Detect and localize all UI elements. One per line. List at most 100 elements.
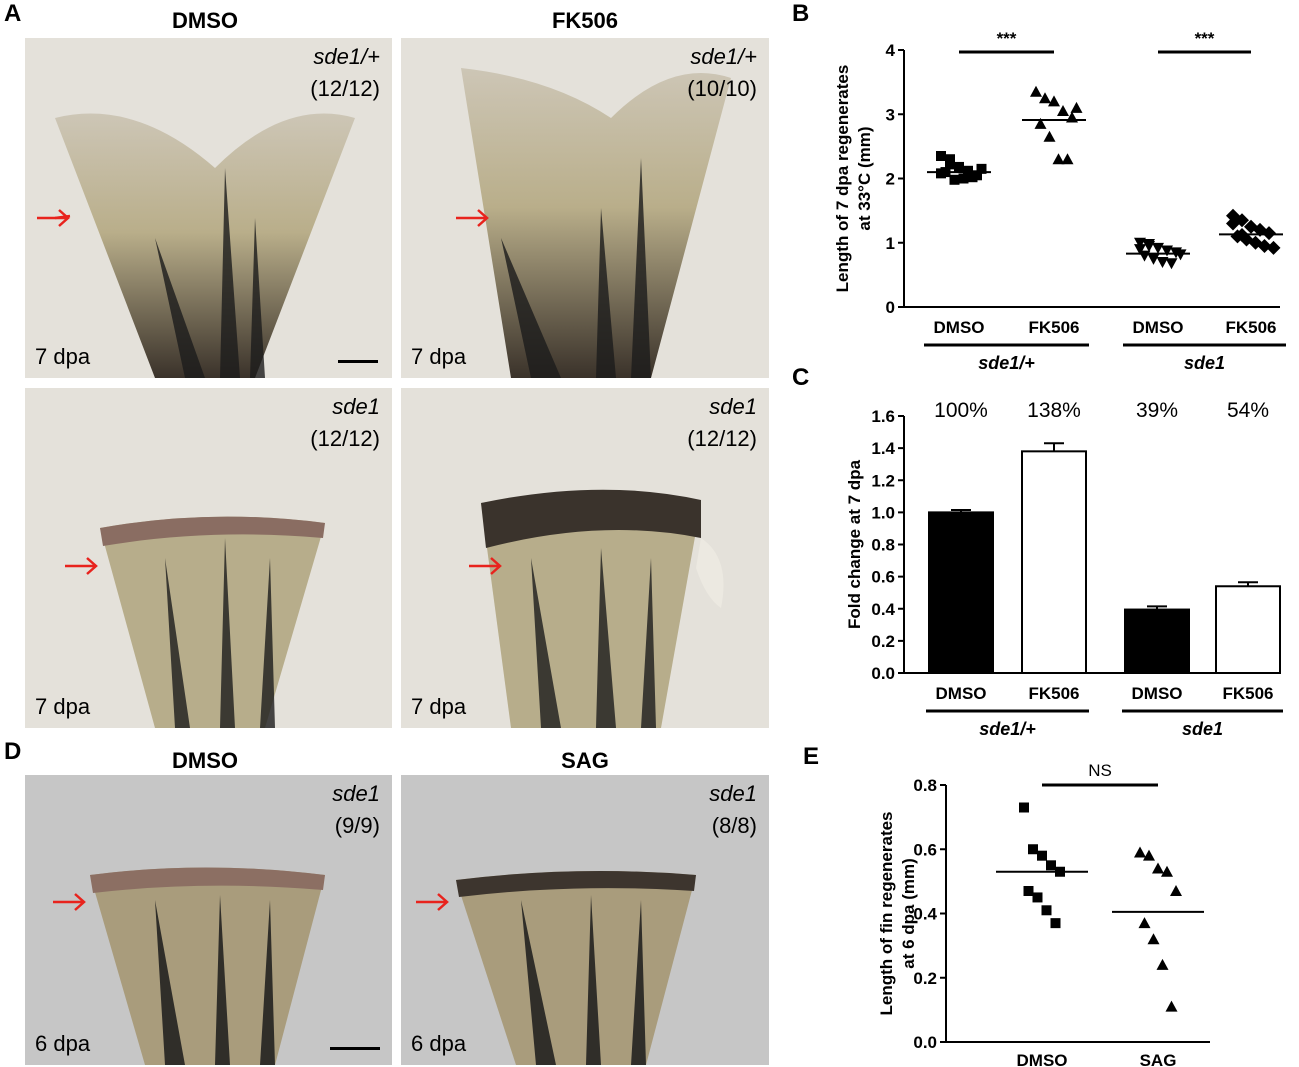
chart-e-point [1156, 958, 1169, 970]
panel-letter-d: D [4, 738, 22, 765]
fin-photo-d-sag: sde1 (8/8) 6 dpa [401, 775, 769, 1065]
chart-b-point [949, 174, 960, 185]
sample-count: (8/8) [711, 813, 757, 838]
chart-b-point [1143, 240, 1155, 252]
chart-b-sig-label: *** [1195, 29, 1215, 48]
chart-b-y-axis-label: Length of 7 dpa regenerates [833, 65, 852, 293]
chart-c-x-tick-label: DMSO [936, 684, 987, 703]
chart-e-point [1028, 844, 1038, 855]
panel-a-col-title-fk506: FK506 [551, 8, 619, 33]
chart-e-y-axis-label: at 6 dpa (mm) [899, 858, 918, 969]
genotype-label: sde1 [709, 394, 757, 419]
fin-image [37, 113, 355, 378]
chart-c-y-tick-label: 0.4 [871, 600, 895, 619]
scale-bar [330, 1047, 380, 1050]
chart-b-x-tick-label: FK506 [1225, 318, 1276, 337]
chart-b-point [1262, 226, 1276, 241]
chart-b-point [958, 173, 969, 184]
chart-b-y-tick-label: 3 [886, 105, 895, 124]
panel-letter-e: E [803, 743, 820, 770]
chart-b-point [1226, 216, 1240, 231]
chart-b: 0 1 2 3 4 Length of 7 dpa regenerates at 33°C … [800, 0, 1299, 370]
chart-b-point [967, 172, 978, 183]
chart-e-point [1138, 917, 1151, 929]
chart-b-point [1147, 253, 1160, 265]
sample-count: (12/12) [310, 426, 380, 451]
sample-count: (10/10) [687, 76, 757, 101]
chart-e-y-tick-label: 0.2 [913, 969, 937, 988]
dpa-label: 6 dpa [411, 1031, 467, 1056]
chart-b-point [1156, 257, 1169, 269]
chart-e-point [1032, 892, 1043, 903]
panel-d-col-title-dmso: DMSO [172, 748, 238, 773]
chart-b-point [1134, 244, 1146, 256]
panel-letter-b: B [792, 0, 810, 27]
chart-b-y-tick-label: 2 [886, 170, 895, 189]
chart-c-bar [928, 511, 994, 674]
genotype-label: sde1 [332, 394, 380, 419]
chart-c-y-tick-label: 0.0 [871, 664, 895, 683]
chart-c-x-tick-label: FK506 [1222, 684, 1273, 703]
chart-b-point [936, 168, 946, 179]
chart-e-point [1046, 860, 1056, 871]
chart-c-group-label: sde1 [1182, 719, 1223, 739]
chart-b-svg: 0 1 2 3 4 Length of 7 dpa regenerates at 33°C … [833, 29, 1286, 370]
panel-d-col-title-sag: SAG [561, 748, 609, 773]
chart-e-sig-label: NS [1088, 761, 1112, 780]
fin-image [456, 68, 731, 378]
chart-c-y-tick-label: 1.6 [871, 407, 895, 426]
chart-c-percent-label: 100% [934, 399, 988, 422]
chart-b-x-tick-label: DMSO [934, 318, 985, 337]
fin-photo-a-fk506-mut: sde1 (12/12) 7 dpa [401, 388, 769, 728]
chart-c-y-tick-label: 1.0 [871, 503, 895, 522]
chart-b-y-tick-label: 4 [886, 41, 896, 60]
chart-c-bar [1215, 585, 1281, 674]
fin-photo-a-dmso-mut: sde1 (12/12) 7 dpa [25, 388, 392, 728]
chart-c-svg: 0.0 0.2 0.4 0.6 0.8 1.0 1.2 1.4 1.6 Fold change a… [845, 399, 1283, 739]
chart-b-point [1165, 258, 1178, 270]
chart-e-point [1050, 918, 1061, 929]
chart-b-group-label: sde1/+ [978, 353, 1035, 370]
fin-image [416, 871, 696, 1065]
chart-c-x-tick-label: FK506 [1028, 684, 1079, 703]
chart-e-svg: 0.0 0.2 0.4 0.6 0.8 Length of fin regenerates… [877, 761, 1210, 1067]
chart-b-point [1061, 153, 1074, 165]
chart-e: 0.0 0.2 0.4 0.6 0.8 Length of fin regenerates… [800, 740, 1299, 1067]
chart-b-point [936, 151, 946, 162]
chart-e-point [1041, 905, 1052, 916]
chart-b-x-tick-label: FK506 [1028, 318, 1079, 337]
dpa-label: 7 dpa [35, 344, 91, 369]
chart-b-point [1152, 242, 1164, 254]
chart-c-y-tick-label: 0.8 [871, 536, 895, 555]
dpa-label: 7 dpa [411, 694, 467, 719]
chart-b-point [954, 161, 964, 172]
chart-c-y-axis-label: Fold change at 7 dpa [845, 459, 864, 629]
chart-e-point [1134, 846, 1146, 858]
chart-e-x-tick-label: SAG [1140, 1051, 1177, 1067]
chart-e-point [1165, 1000, 1178, 1012]
chart-e-y-tick-label: 0.4 [913, 905, 937, 924]
chart-b-point [1048, 95, 1060, 107]
chart-b-point [1134, 237, 1146, 249]
chart-e-y-tick-label: 0.0 [913, 1033, 937, 1052]
chart-e-point [1147, 933, 1160, 945]
dpa-label: 6 dpa [35, 1031, 91, 1056]
chart-e-x-tick-label: DMSO [1017, 1051, 1068, 1067]
sample-count: (12/12) [310, 76, 380, 101]
chart-c: 0.0 0.2 0.4 0.6 0.8 1.0 1.2 1.4 1.6 Fold change a… [800, 370, 1299, 740]
genotype-label: sde1 [332, 781, 380, 806]
chart-c-bar [1124, 608, 1190, 675]
chart-c-y-tick-label: 0.2 [871, 632, 895, 651]
chart-b-y-tick-label: 0 [886, 298, 895, 317]
chart-c-y-tick-label: 1.2 [871, 471, 895, 490]
chart-b-point [1034, 117, 1047, 129]
chart-e-point [1170, 885, 1182, 897]
genotype-label: sde1/+ [313, 44, 380, 69]
chart-c-percent-label: 138% [1027, 399, 1081, 422]
sample-count: (9/9) [334, 813, 380, 838]
chart-b-point [945, 159, 955, 170]
chart-b-x-tick-label: DMSO [1133, 318, 1184, 337]
panel-letter-c: C [792, 364, 810, 391]
chart-c-group-label: sde1/+ [979, 719, 1036, 739]
chart-b-point [1257, 238, 1272, 253]
